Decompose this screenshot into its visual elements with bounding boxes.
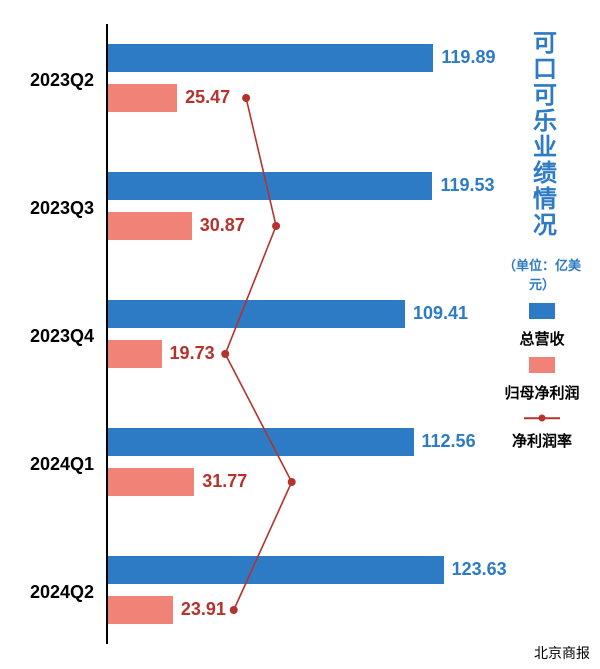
legend-unit: （单位：亿美元）: [502, 255, 582, 293]
category-label: 2023Q2: [0, 70, 94, 91]
bar-value-label: 109.41: [413, 303, 468, 324]
legend-label-margin: 净利润率: [512, 433, 572, 450]
bar-profit: [108, 84, 177, 112]
legend-label-revenue: 总营收: [519, 331, 564, 348]
category-label: 2024Q2: [0, 582, 94, 603]
bar-profit: [108, 596, 173, 624]
bar-profit: [108, 468, 194, 496]
bar-value-label: 30.87: [200, 215, 245, 236]
bar-revenue: [108, 172, 432, 200]
legend: 可口可乐业绩情况 （单位：亿美元） 总营收 归母净利润 净利润率: [502, 30, 582, 459]
bar-value-label: 23.91: [181, 599, 226, 620]
legend-swatch-profit: [529, 357, 555, 373]
category-label: 2023Q3: [0, 198, 94, 219]
legend-item-profit: 归母净利润: [502, 357, 582, 403]
bar-value-label: 112.56: [422, 431, 476, 452]
category-label: 2024Q1: [0, 454, 94, 475]
legend-swatch-revenue: [529, 303, 555, 319]
bar-value-label: 25.47: [185, 87, 230, 108]
bar-revenue: [108, 428, 414, 456]
bar-revenue: [108, 44, 433, 72]
chart-container: 2023Q2 119.89 25.47 2023Q3 119.53 30.87 2023Q4…: [0, 0, 600, 669]
legend-line-icon: [524, 411, 560, 425]
bar-profit: [108, 340, 162, 368]
bar-profit: [108, 212, 192, 240]
y-axis: [106, 24, 108, 644]
bar-value-label: 123.63: [452, 559, 507, 580]
bar-value-label: 119.53: [440, 175, 494, 196]
bar-revenue: [108, 556, 444, 584]
legend-item-margin: 净利润率: [502, 411, 582, 451]
bar-value-label: 119.89: [441, 47, 495, 68]
source-text: 北京商报: [534, 643, 590, 663]
legend-title: 可口可乐业绩情况: [525, 30, 560, 238]
bar-value-label: 19.73: [170, 343, 215, 364]
bar-revenue: [108, 300, 405, 328]
legend-item-revenue: 总营收: [502, 303, 582, 349]
bar-value-label: 31.77: [202, 471, 247, 492]
category-label: 2023Q4: [0, 326, 94, 347]
legend-label-profit: 归母净利润: [504, 385, 579, 402]
